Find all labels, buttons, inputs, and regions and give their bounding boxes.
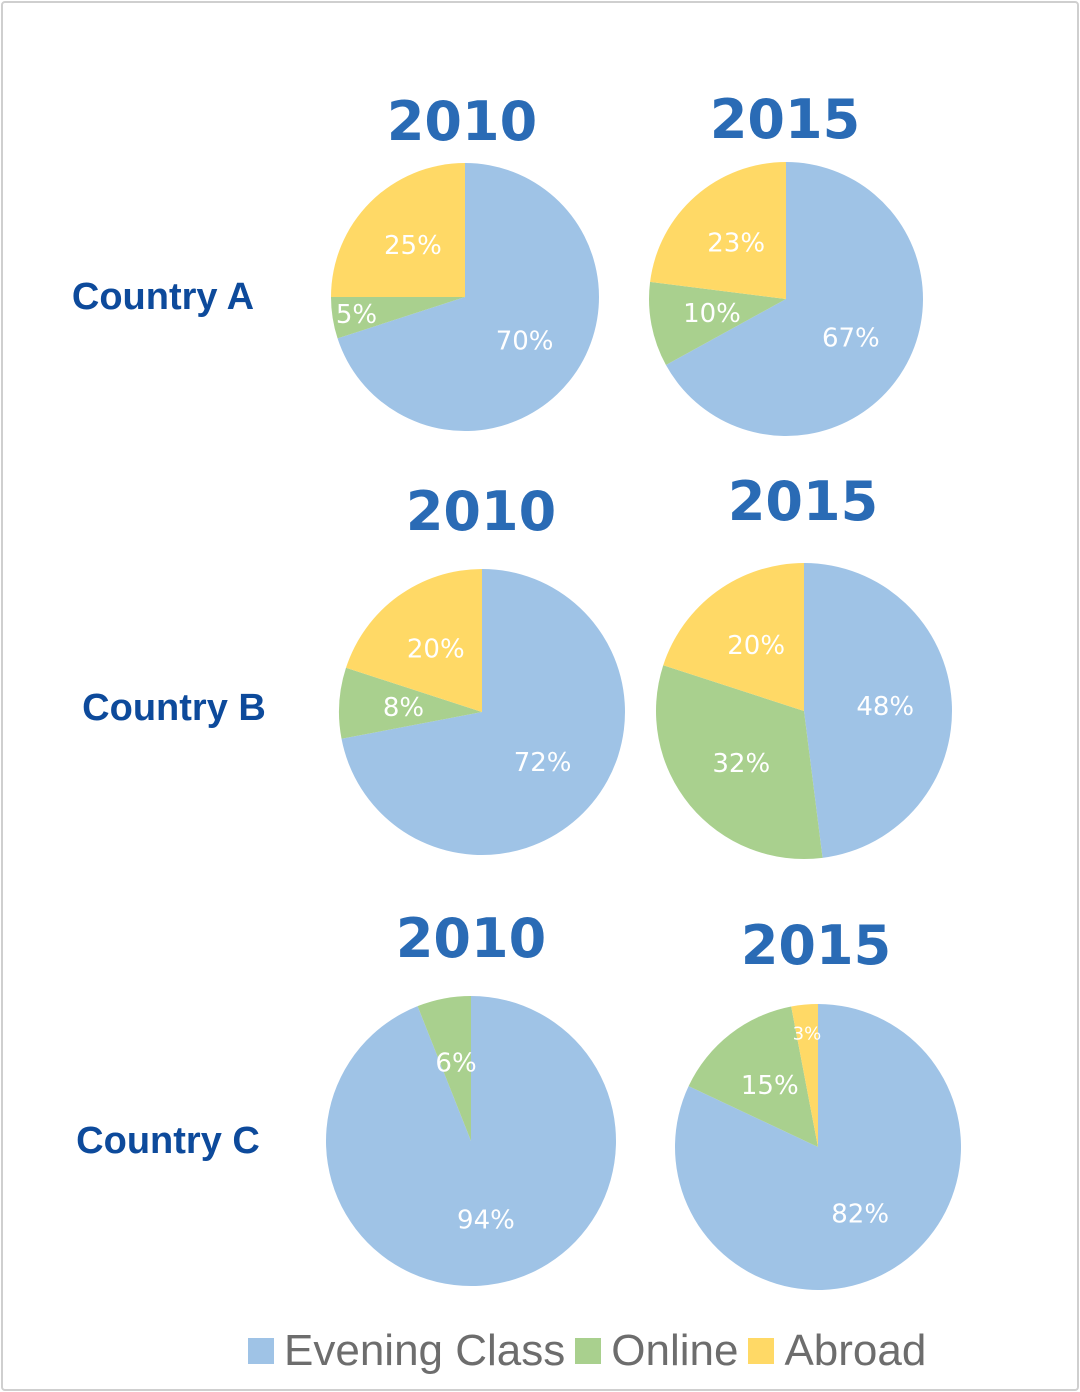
pie-slice-label: 32% bbox=[712, 749, 770, 779]
pie-slice-online bbox=[656, 665, 823, 859]
pie-slice-abroad bbox=[663, 563, 804, 711]
pie-slice-online bbox=[417, 996, 471, 1141]
pie-slice-evening-class bbox=[337, 163, 599, 432]
legend-item-abroad: Abroad bbox=[740, 1326, 926, 1376]
pie-year-title: 2015 bbox=[741, 914, 891, 977]
legend-swatch-evening bbox=[248, 1338, 274, 1364]
pie-slice-label: 94% bbox=[457, 1205, 515, 1235]
country-label: Country B bbox=[82, 687, 266, 729]
pie-slice-abroad bbox=[791, 1004, 818, 1147]
pie-slice-online bbox=[688, 1006, 818, 1147]
pie-slice-label: 25% bbox=[384, 231, 442, 261]
pie-slice-label: 15% bbox=[741, 1071, 799, 1101]
pie-slice-label: 8% bbox=[383, 693, 424, 723]
pie-slice-label: 3% bbox=[793, 1023, 822, 1044]
pie-slice-abroad bbox=[345, 569, 482, 712]
pie-slice-label: 10% bbox=[683, 299, 741, 329]
pie-slice-label: 23% bbox=[707, 228, 765, 258]
legend-swatch-online bbox=[575, 1338, 602, 1364]
pie-slice-abroad bbox=[331, 163, 465, 297]
pie-slice-label: 20% bbox=[407, 634, 465, 664]
country-label: Country A bbox=[72, 276, 254, 318]
pie-slice-label: 82% bbox=[831, 1199, 889, 1229]
legend-label-online: Online bbox=[611, 1326, 739, 1375]
pie-slice-label: 48% bbox=[856, 692, 914, 722]
pie-year-title: 2010 bbox=[387, 90, 537, 153]
legend: Evening Class Online Abroad bbox=[248, 1326, 928, 1376]
pie-slice-online bbox=[331, 297, 465, 339]
pie-year-title: 2010 bbox=[406, 480, 556, 543]
legend-label-abroad: Abroad bbox=[784, 1326, 927, 1375]
legend-swatch-abroad bbox=[748, 1338, 775, 1364]
pie-year-title: 2015 bbox=[710, 88, 860, 151]
pie-slice-label: 6% bbox=[435, 1049, 476, 1079]
legend-label-evening: Evening Class bbox=[284, 1326, 566, 1375]
pie-slice-evening-class bbox=[341, 569, 625, 855]
pie-slice-online bbox=[339, 667, 482, 739]
pie-slice-label: 72% bbox=[514, 748, 572, 778]
legend-item-evening: Evening Class bbox=[248, 1326, 565, 1376]
pie-slice-evening-class bbox=[665, 162, 924, 437]
pie-year-title: 2015 bbox=[728, 470, 878, 533]
pie-slice-evening-class bbox=[804, 563, 952, 858]
pie-slice-label: 67% bbox=[822, 323, 880, 353]
pie-slice-label: 5% bbox=[336, 300, 377, 330]
pie-slice-online bbox=[648, 281, 786, 366]
pie-slice-label: 20% bbox=[727, 631, 785, 661]
pie-slice-abroad bbox=[650, 162, 786, 299]
legend-item-online: Online bbox=[567, 1326, 738, 1376]
pie-slice-label: 70% bbox=[496, 326, 554, 356]
pie-slice-evening-class bbox=[325, 996, 616, 1287]
pie-year-title: 2010 bbox=[396, 907, 546, 970]
country-label: Country C bbox=[76, 1120, 260, 1162]
